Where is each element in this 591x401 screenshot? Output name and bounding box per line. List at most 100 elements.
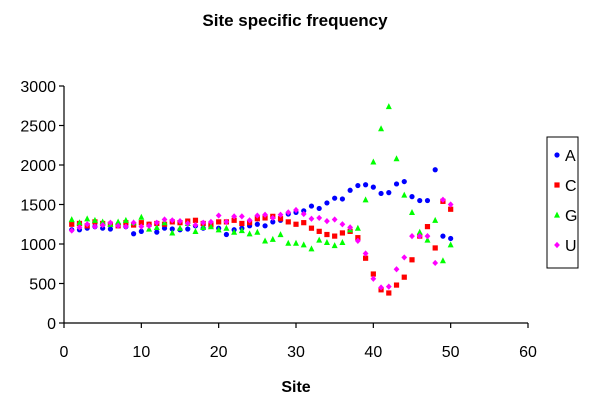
data-point-u (262, 211, 268, 218)
data-point-u (300, 210, 307, 218)
data-point-a (401, 178, 407, 185)
data-point-a (301, 208, 307, 214)
data-point-u (293, 206, 299, 214)
data-point-g (84, 215, 91, 222)
data-point-u (231, 213, 238, 220)
data-point-u (285, 209, 292, 216)
data-point-u (440, 196, 446, 203)
data-point-g (308, 245, 315, 252)
data-point-c (293, 221, 299, 227)
data-point-u (215, 212, 222, 219)
data-point-g (447, 241, 454, 248)
data-point-u (130, 219, 137, 226)
data-point-g (99, 218, 106, 225)
x-tick-label: 30 (287, 344, 305, 361)
data-point-c (424, 224, 431, 230)
data-point-a (424, 197, 431, 204)
data-point-u (122, 223, 129, 230)
data-point-g (300, 241, 307, 248)
legend-marker-g (554, 211, 560, 218)
data-point-c (393, 282, 400, 288)
data-point-a (154, 229, 160, 235)
data-point-u (200, 219, 207, 226)
data-point-u (208, 218, 214, 225)
data-point-u (393, 266, 400, 273)
data-point-a (169, 226, 175, 232)
data-point-u (277, 211, 284, 218)
data-point-u (401, 254, 408, 261)
data-point-g (293, 239, 299, 246)
data-point-g (439, 257, 446, 264)
data-point-c (432, 245, 438, 251)
data-point-u (238, 213, 245, 220)
data-point-g (192, 227, 199, 234)
data-point-g (207, 223, 214, 230)
data-point-u (223, 218, 230, 225)
legend-marker-c (554, 182, 560, 188)
data-point-g (378, 125, 385, 132)
x-tick-label: 0 (60, 344, 69, 361)
legend-label-u: U (565, 238, 577, 255)
y-tick-label: 2500 (20, 119, 56, 136)
data-point-g (354, 224, 361, 231)
legend-label-g: G (565, 208, 577, 225)
data-point-g (409, 209, 415, 215)
data-point-u (115, 222, 122, 229)
data-point-a (448, 235, 454, 242)
data-point-c (332, 233, 338, 239)
data-points (68, 103, 454, 296)
data-point-u (324, 217, 330, 225)
data-point-u (362, 250, 369, 257)
data-point-g (362, 196, 369, 203)
data-point-g (153, 224, 160, 231)
data-point-u (354, 237, 361, 244)
data-point-c (401, 274, 407, 280)
data-point-g (269, 235, 276, 242)
data-point-a (161, 225, 168, 231)
x-tick-label: 60 (519, 344, 537, 361)
data-point-c (138, 220, 144, 226)
data-point-a (409, 194, 415, 200)
data-point-a (316, 205, 322, 212)
y-tick-label: 2000 (20, 158, 56, 175)
data-point-g (238, 227, 245, 234)
data-point-c (355, 235, 361, 241)
data-point-c (239, 220, 245, 227)
data-point-g (424, 236, 431, 243)
x-tick-label: 20 (210, 344, 228, 361)
data-point-g (177, 224, 183, 231)
data-point-g (122, 216, 129, 223)
y-tick-label: 0 (47, 316, 56, 333)
data-point-a (378, 190, 384, 197)
legend-marker-a (554, 152, 560, 158)
data-point-a (262, 223, 268, 229)
data-point-a (324, 200, 330, 206)
data-point-g (370, 158, 377, 165)
data-point-c (285, 219, 291, 225)
data-point-c (409, 257, 415, 263)
data-point-u (161, 216, 168, 223)
data-point-g (246, 230, 253, 237)
data-point-g (138, 213, 145, 220)
data-point-u (92, 223, 98, 230)
data-point-c (339, 230, 345, 236)
data-point-c (277, 216, 284, 222)
data-point-a (440, 233, 446, 239)
data-point-u (316, 214, 323, 222)
data-point-u (432, 259, 439, 267)
data-point-c (301, 220, 307, 226)
data-point-u (347, 224, 354, 231)
series-c (69, 198, 454, 296)
data-point-g (285, 239, 292, 246)
data-point-a (370, 184, 376, 190)
data-point-c (386, 290, 392, 296)
data-point-c (448, 206, 454, 212)
data-point-g (223, 224, 230, 231)
y-tick-label: 1500 (20, 198, 56, 215)
data-point-a (347, 187, 353, 193)
data-point-a (223, 231, 229, 238)
legend-marker-u (554, 241, 560, 249)
data-point-a (432, 167, 438, 173)
data-point-g (339, 239, 346, 246)
data-point-g (262, 237, 269, 244)
